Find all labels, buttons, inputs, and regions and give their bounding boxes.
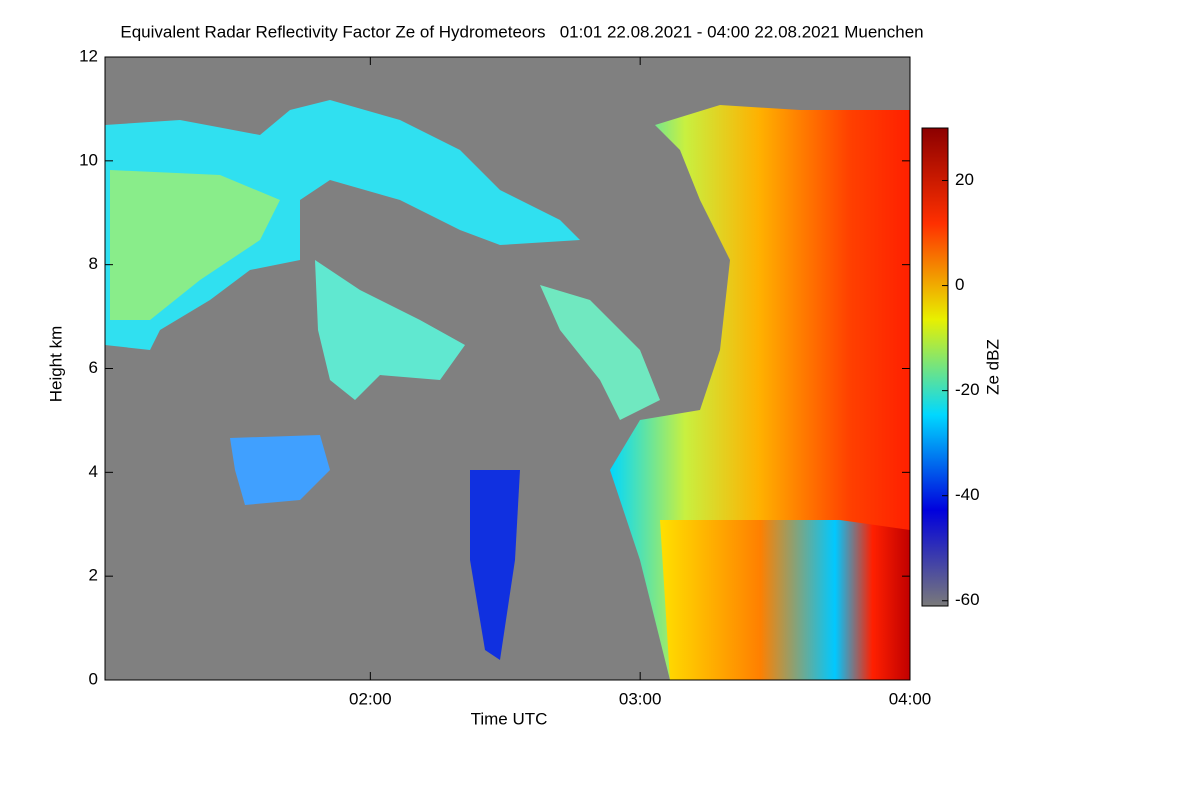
colorbar-tick-label: -20	[955, 380, 980, 399]
colorbar-label: Ze dBZ	[983, 339, 1002, 395]
y-tick-label: 8	[89, 254, 98, 273]
y-tick-label: 6	[89, 358, 98, 377]
chart-title: Equivalent Radar Reflectivity Factor Ze …	[120, 22, 923, 41]
colorbar-tick-label: 20	[955, 170, 974, 189]
y-tick-label: 10	[79, 150, 98, 169]
echo	[110, 170, 280, 320]
x-tick-label: 03:00	[619, 689, 662, 708]
echo	[470, 470, 520, 660]
colorbar-tick-label: -60	[955, 590, 980, 609]
colorbar	[921, 127, 949, 607]
y-tick-label: 12	[79, 46, 98, 65]
colorbar-tick-label: 0	[955, 275, 964, 294]
y-axis-label: Height km	[46, 326, 65, 403]
y-tick-label: 2	[89, 566, 98, 585]
echo	[105, 100, 580, 350]
echo-field	[105, 100, 910, 680]
echo	[315, 260, 465, 400]
y-tick-label: 0	[89, 669, 98, 688]
x-axis-label: Time UTC	[471, 709, 548, 728]
echo	[660, 520, 910, 680]
y-tick-label: 4	[89, 462, 98, 481]
x-tick-label: 04:00	[889, 689, 932, 708]
echo	[540, 285, 660, 420]
colorbar-tick-label: -40	[955, 485, 980, 504]
echo	[230, 435, 330, 505]
x-tick-label: 02:00	[349, 689, 392, 708]
